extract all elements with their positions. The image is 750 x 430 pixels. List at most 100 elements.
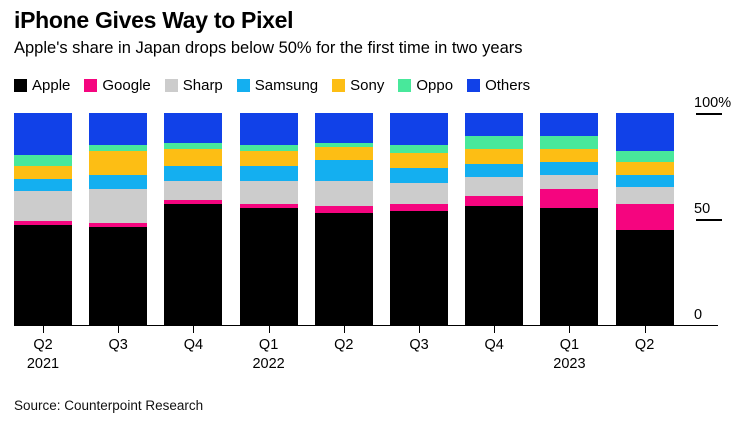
bar-segment-others (540, 113, 599, 137)
bar-segment-samsung (390, 168, 448, 183)
legend-item-label: Google (102, 76, 151, 94)
bar-segment-sony (164, 149, 223, 167)
legend-item-label: Apple (32, 76, 71, 94)
bar-segment-oppo (239, 144, 298, 152)
bar-segment-others (239, 113, 298, 145)
bar-segment-google (540, 189, 599, 209)
bar-q2-8[interactable] (615, 113, 674, 325)
legend-item-oppo[interactable]: Oppo (398, 78, 453, 93)
bar-segment-google (89, 223, 148, 228)
legend-item-samsung[interactable]: Samsung (236, 76, 319, 94)
bar-segment-sharp (390, 182, 448, 205)
bar-segment-others (615, 113, 674, 152)
x-axis-tick (43, 326, 44, 333)
x-axis-label: Q3 (409, 337, 429, 353)
bar-segment-others (390, 113, 448, 145)
x-axis-line (14, 325, 718, 326)
bar-segment-google (615, 204, 674, 230)
bar-segment-google (239, 204, 298, 209)
bar-segment-google (164, 199, 223, 205)
bar-segment-sharp (540, 174, 599, 190)
bar-segment-samsung (465, 163, 524, 177)
x-axis-label: Q3 (108, 337, 128, 353)
bar-segment-sony (14, 166, 72, 179)
bar-segment-sony (314, 146, 373, 160)
bar-segment-sharp (465, 176, 524, 196)
bar-q2-0[interactable] (14, 113, 72, 325)
bar-q3-1[interactable] (89, 113, 148, 325)
bar-segment-apple (390, 210, 448, 325)
legend-item-label: Others (485, 76, 531, 94)
x-axis-label: Q1 (258, 337, 279, 353)
bar-segment-oppo (14, 155, 72, 167)
bar-segment-oppo (615, 151, 674, 162)
legend-swatch-icon (14, 78, 27, 92)
page-title: iPhone Gives Way to Pixel (14, 7, 294, 33)
bar-segment-sony (540, 149, 599, 162)
bar-segment-oppo (164, 142, 223, 150)
bar-segment-apple (465, 206, 524, 325)
bar-segment-google (465, 195, 524, 207)
legend-swatch-icon (164, 78, 178, 92)
x-axis-year-label: 2022 (252, 356, 285, 372)
bar-segment-oppo (540, 136, 599, 150)
bar-segment-apple (314, 212, 373, 325)
bar-segment-sharp (89, 189, 148, 224)
x-axis-tick (118, 326, 120, 333)
bar-q4-2[interactable] (164, 113, 223, 325)
bar-segment-oppo (465, 136, 524, 150)
legend-item-sony[interactable]: Sony (332, 78, 384, 93)
x-axis-tick (419, 326, 420, 333)
bar-q4-6[interactable] (465, 113, 524, 325)
bar-segment-samsung (239, 166, 298, 181)
bar-segment-google (14, 221, 72, 226)
bar-segment-samsung (314, 159, 373, 181)
x-axis-tick (268, 326, 270, 333)
x-axis-tick (644, 326, 646, 333)
x-axis-label: Q2 (33, 337, 53, 353)
y-axis-label: 0 (694, 307, 703, 323)
chart-legend: Apple Google Sharp Samsung Sony Oppo Others (14, 75, 530, 95)
bar-q1-3[interactable] (239, 113, 298, 325)
bar-segment-samsung (164, 166, 223, 181)
bar-q3-5[interactable] (390, 113, 448, 325)
legend-item-label: Samsung (254, 76, 319, 94)
bar-segment-sony (239, 151, 298, 167)
bar-segment-others (465, 113, 524, 137)
legend-item-google[interactable]: Google (84, 76, 151, 94)
legend-swatch-icon (398, 78, 412, 92)
bar-segment-apple (89, 227, 148, 325)
bar-segment-sharp (14, 191, 72, 222)
y-axis-label: 50 (694, 201, 711, 217)
legend-swatch-icon (332, 78, 346, 92)
bar-segment-oppo (314, 142, 373, 147)
bar-segment-sony (465, 149, 524, 164)
legend-item-others[interactable]: Others (467, 78, 530, 93)
y-axis-label: 100% (694, 95, 732, 111)
bar-segment-apple (540, 208, 599, 325)
y-axis-tick (696, 219, 722, 221)
x-axis-year-label: 2021 (26, 356, 60, 372)
chart-plot-area (14, 113, 690, 325)
source-note: Source: Counterpoint Research (14, 398, 204, 413)
bar-q2-4[interactable] (314, 113, 373, 325)
legend-item-sharp[interactable]: Sharp (164, 76, 223, 94)
bar-segment-sharp (615, 187, 674, 205)
legend-swatch-icon (84, 78, 98, 92)
x-axis-label: Q2 (634, 337, 655, 353)
bar-segment-others (14, 113, 72, 156)
bar-segment-apple (615, 229, 674, 325)
x-axis-tick (193, 326, 195, 333)
bar-segment-sony (615, 161, 674, 175)
x-axis-tick (494, 326, 496, 333)
bar-segment-sharp (239, 180, 298, 205)
bar-q1-7[interactable] (540, 113, 599, 325)
bar-segment-sony (390, 153, 448, 169)
bar-segment-oppo (390, 144, 448, 154)
x-axis-label: Q2 (334, 337, 354, 353)
bar-segment-oppo (89, 144, 148, 152)
legend-item-apple[interactable]: Apple (14, 78, 70, 93)
legend-item-label: Sharp (182, 76, 223, 94)
x-axis-label: Q1 (559, 337, 580, 353)
